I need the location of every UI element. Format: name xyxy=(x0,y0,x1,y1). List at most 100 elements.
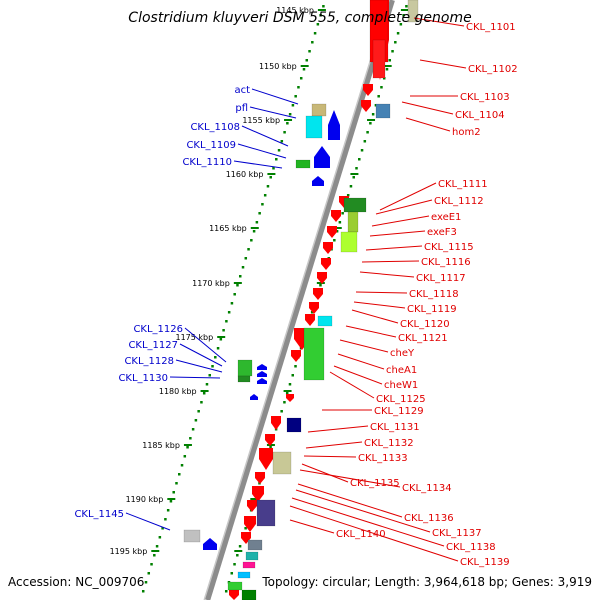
gene-label-cheA1: cheA1 xyxy=(386,365,417,376)
scale-dot xyxy=(227,311,231,314)
gene-label-CKL_1137: CKL_1137 xyxy=(432,528,482,539)
leader-line xyxy=(295,489,431,533)
leader-line xyxy=(345,325,397,338)
scale-dot xyxy=(247,248,250,251)
genome-stats-text: Topology: circular; Length: 3,964,618 bp… xyxy=(261,575,592,589)
gene-label-CKL_1128: CKL_1128 xyxy=(124,356,174,367)
scale-dot xyxy=(141,590,145,593)
scale-dot xyxy=(216,347,220,350)
scale-dot xyxy=(366,131,369,134)
gene-label-CKL_1133: CKL_1133 xyxy=(358,453,408,464)
scale-dot xyxy=(396,32,400,35)
scale-dot xyxy=(258,212,261,215)
reverse-gene xyxy=(327,226,337,238)
gene-label-CKL_1129: CKL_1129 xyxy=(374,406,424,417)
scale-label: 1165 kbp xyxy=(209,224,247,233)
scale-dot xyxy=(236,284,239,287)
scale-dot xyxy=(283,131,286,134)
scale-dot xyxy=(269,176,272,179)
scale-label: 1150 kbp xyxy=(259,62,297,71)
scale-dot xyxy=(352,176,355,179)
gene-label-CKL_1121: CKL_1121 xyxy=(398,333,448,344)
scale-label: 1190 kbp xyxy=(126,495,164,504)
reverse-gene xyxy=(317,272,327,284)
scale-dot xyxy=(261,203,264,206)
scale-dot xyxy=(225,320,228,323)
scale-dot xyxy=(236,554,239,557)
leader-line xyxy=(361,260,420,263)
scale-dot xyxy=(299,77,303,80)
scale-dot xyxy=(172,491,175,494)
scale-dot xyxy=(180,464,184,467)
gene-label-CKL_1131: CKL_1131 xyxy=(370,422,420,433)
scale-dot xyxy=(311,41,314,44)
scale-dot xyxy=(255,221,259,224)
gene-label-pfl: pfl xyxy=(235,103,248,114)
scale-dot xyxy=(385,68,389,71)
reverse-gene-greenyellow xyxy=(340,231,358,253)
reverse-gene xyxy=(321,258,331,270)
gene-label-hom2: hom2 xyxy=(452,127,481,138)
leader-line xyxy=(355,291,408,294)
scale-dot xyxy=(211,365,214,368)
gene-label-CKL_1126: CKL_1126 xyxy=(133,324,183,335)
scale-dot xyxy=(285,392,289,395)
leader-line xyxy=(375,199,433,215)
reverse-gene xyxy=(252,486,264,502)
reverse-gene xyxy=(361,100,371,112)
leader-line xyxy=(291,497,445,547)
scale-dot xyxy=(233,563,236,566)
scale-dot xyxy=(355,167,358,170)
reverse-gene-steelblue xyxy=(375,103,391,119)
scale-dot xyxy=(214,356,217,359)
gene-label-CKL_1104: CKL_1104 xyxy=(455,110,505,121)
leader-line xyxy=(419,59,467,69)
reverse-gene-slateblue xyxy=(256,499,276,527)
forward-gene-cyan xyxy=(305,115,323,139)
scale-label: 1145 kbp xyxy=(276,6,314,15)
scale-dot xyxy=(341,212,344,215)
scale-dot xyxy=(277,149,281,152)
leader-line xyxy=(169,376,221,379)
leader-line xyxy=(329,371,375,399)
scale-dot xyxy=(286,122,289,125)
reverse-gene-darkgreen xyxy=(241,589,257,600)
gene-label-cheY: cheY xyxy=(390,348,415,359)
scale-dot xyxy=(369,122,372,125)
scale-dot xyxy=(266,185,270,188)
gene-label-CKL_1127: CKL_1127 xyxy=(128,340,178,351)
scale-dot xyxy=(363,140,367,143)
gene-label-CKL_1110: CKL_1110 xyxy=(182,157,232,168)
leader-line xyxy=(125,512,171,531)
gene-label-exeF3: exeF3 xyxy=(427,227,457,238)
leader-line xyxy=(249,106,297,119)
map-title: Clostridium kluyveri DSM 555, complete g… xyxy=(128,10,471,26)
scale-dot xyxy=(358,158,361,161)
forward-gene-tan xyxy=(311,103,327,117)
scale-dot xyxy=(305,59,309,62)
leader-line xyxy=(299,469,401,488)
scale-dot xyxy=(335,230,339,233)
scale-dot xyxy=(200,401,203,404)
scale-dot xyxy=(186,446,189,449)
gene-label-CKL_1115: CKL_1115 xyxy=(424,242,474,253)
scale-dot xyxy=(191,428,195,431)
scale-dot xyxy=(189,437,192,440)
scale-dot xyxy=(178,473,181,476)
gene-label-CKL_1132: CKL_1132 xyxy=(364,438,414,449)
forward-gene xyxy=(312,176,324,186)
gene-layer xyxy=(183,0,419,600)
gene-label-CKL_1108: CKL_1108 xyxy=(190,122,240,133)
leader-line xyxy=(233,160,283,169)
scale-dot xyxy=(283,401,286,404)
scale-dot xyxy=(250,239,253,242)
leader-line xyxy=(359,271,415,278)
scale-dot xyxy=(297,86,300,89)
scale-tick-layer: 1145 kbp 1150 kbp 1155 kbp 1160 kbp 1165 kbp… xyxy=(110,5,409,593)
leader-line xyxy=(289,519,335,534)
gene-label-CKL_1145: CKL_1145 xyxy=(74,509,124,520)
leader-line xyxy=(369,230,426,237)
scale-label: 1170 kbp xyxy=(192,279,230,288)
forward-gene-silver xyxy=(183,529,201,543)
